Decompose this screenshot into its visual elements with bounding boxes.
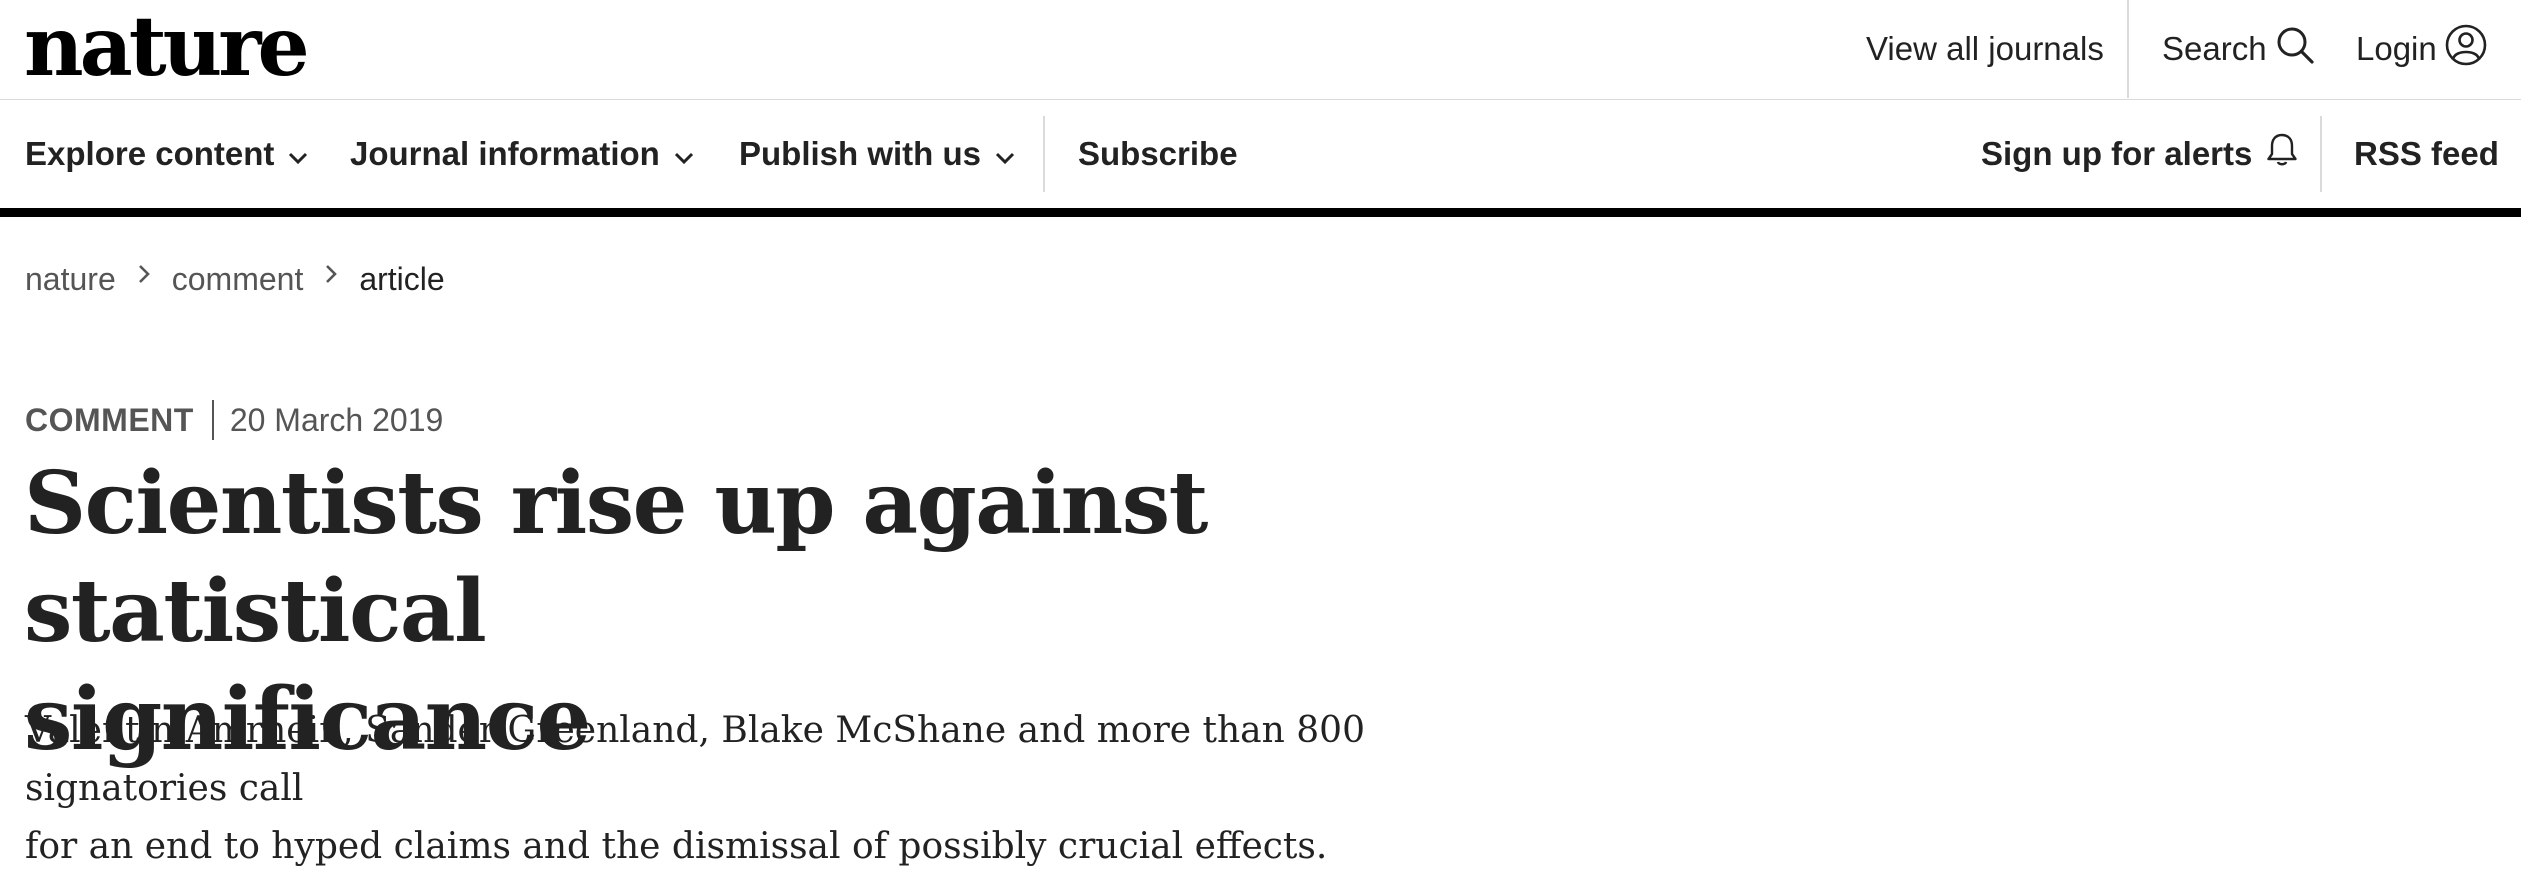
search-button[interactable]: Search bbox=[2162, 0, 2315, 98]
nav-divider bbox=[1043, 116, 1045, 192]
article-meta: COMMENT 20 March 2019 bbox=[25, 396, 443, 444]
chevron-right-icon bbox=[138, 264, 150, 284]
view-all-journals-link[interactable]: View all journals bbox=[1866, 0, 2104, 98]
search-label: Search bbox=[2162, 30, 2267, 67]
nav-explore-content[interactable]: Explore content bbox=[25, 100, 308, 208]
breadcrumb-item-comment[interactable]: comment bbox=[171, 260, 304, 297]
breadcrumb-item-nature[interactable]: nature bbox=[25, 260, 116, 297]
article-standfirst-line-2: for an end to hyped claims and the dismi… bbox=[25, 826, 1328, 867]
site-header: nature View all journals Search Login bbox=[0, 0, 2521, 100]
header-divider bbox=[2127, 0, 2129, 98]
article-type: COMMENT bbox=[25, 401, 194, 438]
view-all-journals-label: View all journals bbox=[1866, 30, 2104, 67]
article-standfirst: Valentin Amrhein, Sander Greenland, Blak… bbox=[25, 702, 1525, 876]
rss-feed-link[interactable]: RSS feed bbox=[2354, 100, 2499, 208]
header-rule bbox=[0, 208, 2521, 217]
user-circle-icon bbox=[2437, 24, 2487, 74]
breadcrumb-item-article: article bbox=[359, 260, 445, 297]
nav-publish-with-us[interactable]: Publish with us bbox=[739, 100, 1015, 208]
main-navigation: Explore content Journal information Publ… bbox=[0, 100, 2521, 208]
publication-date: 20 March 2019 bbox=[229, 401, 444, 438]
bell-icon bbox=[2252, 132, 2298, 176]
article-title-line-2: significance bbox=[24, 669, 591, 770]
article-title-line-1: Scientists rise up against statistical bbox=[24, 453, 1208, 662]
meta-divider bbox=[211, 400, 214, 440]
nav-journal-information[interactable]: Journal information bbox=[350, 100, 694, 208]
article-title: Scientists rise up against statistical s… bbox=[24, 450, 1584, 774]
rss-feed-label: RSS feed bbox=[2354, 135, 2499, 172]
nav-explore-content-label: Explore content bbox=[25, 135, 275, 172]
nav-journal-information-label: Journal information bbox=[350, 135, 660, 172]
chevron-down-icon bbox=[981, 135, 1015, 173]
search-icon bbox=[2267, 25, 2315, 73]
nav-publish-with-us-label: Publish with us bbox=[739, 135, 982, 172]
chevron-right-icon bbox=[325, 264, 338, 284]
nav-subscribe-label: Subscribe bbox=[1078, 135, 1238, 172]
sign-up-for-alerts-label: Sign up for alerts bbox=[1981, 135, 2253, 172]
login-label: Login bbox=[2356, 30, 2437, 67]
chevron-down-icon bbox=[274, 135, 308, 173]
login-button[interactable]: Login bbox=[2356, 0, 2487, 98]
article-standfirst-line-1: Valentin Amrhein, Sander Greenland, Blak… bbox=[25, 710, 1365, 809]
nature-logo[interactable]: nature bbox=[24, 0, 310, 95]
sign-up-for-alerts-link[interactable]: Sign up for alerts bbox=[1981, 100, 2298, 208]
nav-divider bbox=[2320, 116, 2322, 192]
breadcrumb: nature comment article bbox=[25, 254, 445, 304]
chevron-down-icon bbox=[660, 135, 694, 173]
nav-subscribe[interactable]: Subscribe bbox=[1078, 100, 1238, 208]
